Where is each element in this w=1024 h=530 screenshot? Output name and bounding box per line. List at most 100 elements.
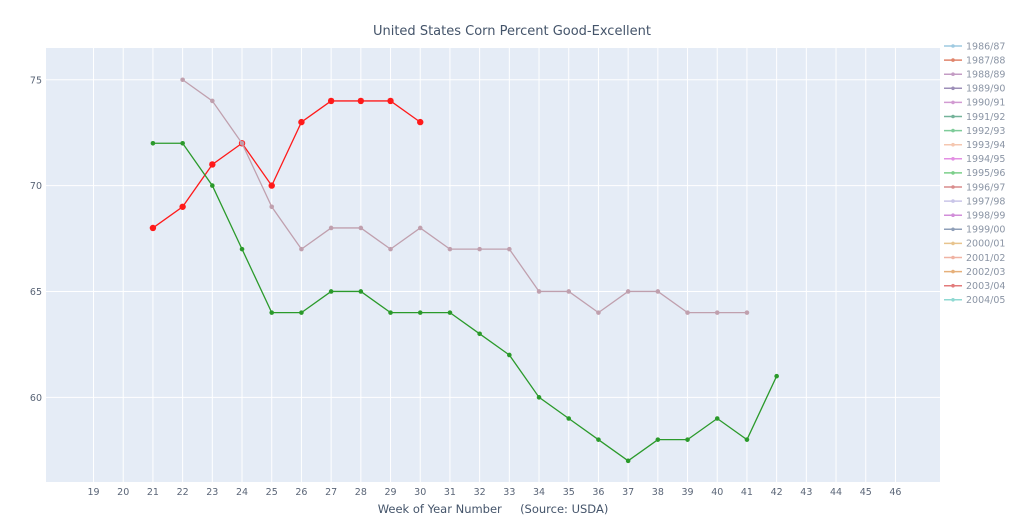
legend-item[interactable]: 2004/05 <box>944 295 1005 306</box>
legend-item[interactable]: 1998/99 <box>944 211 1005 222</box>
legend-item[interactable]: 2003/04 <box>944 281 1005 292</box>
x-tick-label: 43 <box>800 487 812 498</box>
legend-label: 2001/02 <box>966 253 1005 264</box>
data-point[interactable] <box>685 437 690 442</box>
data-point[interactable] <box>150 140 156 146</box>
y-tick-label: 65 <box>30 287 42 298</box>
legend-item[interactable]: 2000/01 <box>944 239 1005 250</box>
legend-item[interactable]: 1987/88 <box>944 55 1005 66</box>
data-point[interactable] <box>566 416 572 421</box>
legend-item[interactable]: 1995/96 <box>944 168 1005 179</box>
data-point[interactable] <box>447 246 453 252</box>
data-point[interactable] <box>299 246 304 252</box>
data-point[interactable] <box>596 437 601 442</box>
data-point[interactable] <box>714 416 720 421</box>
data-point[interactable] <box>477 331 482 337</box>
data-point[interactable] <box>268 182 275 189</box>
data-point[interactable] <box>149 224 157 232</box>
data-point[interactable] <box>239 140 245 146</box>
x-tick-label: 35 <box>563 487 575 498</box>
data-point[interactable] <box>774 373 779 379</box>
legend-label: 1986/87 <box>966 41 1005 52</box>
legend-item[interactable]: 1997/98 <box>944 196 1005 207</box>
legend-item[interactable]: 1988/89 <box>944 70 1005 81</box>
legend-item[interactable]: 1991/92 <box>944 112 1005 123</box>
legend-item[interactable]: 2001/02 <box>944 253 1005 264</box>
data-point[interactable] <box>299 310 304 315</box>
data-point[interactable] <box>328 289 334 294</box>
legend-item[interactable]: 1996/97 <box>944 182 1005 193</box>
x-tick-label: 22 <box>177 487 189 498</box>
legend-swatch-marker <box>951 241 955 246</box>
data-point[interactable] <box>417 310 423 315</box>
data-point[interactable] <box>179 203 186 210</box>
x-tick-label: 19 <box>87 487 99 498</box>
data-point[interactable] <box>210 98 215 104</box>
data-point[interactable] <box>744 310 750 315</box>
legend-item[interactable]: 1994/95 <box>944 154 1005 165</box>
data-point[interactable] <box>447 310 453 315</box>
legend-swatch-marker <box>951 213 955 217</box>
legend-swatch-marker <box>951 227 955 232</box>
data-point[interactable] <box>744 437 750 442</box>
data-point[interactable] <box>327 97 335 105</box>
legend-label: 2000/01 <box>966 239 1005 250</box>
legend-item[interactable]: 1989/90 <box>944 84 1005 95</box>
y-tick-label: 70 <box>30 181 42 192</box>
x-tick-label: 20 <box>117 487 129 498</box>
legend-swatch-marker <box>951 255 955 260</box>
x-tick-label: 30 <box>414 487 426 498</box>
legend-item[interactable]: 1986/87 <box>944 41 1005 52</box>
data-point[interactable] <box>180 140 185 146</box>
legend-item[interactable]: 1990/91 <box>944 98 1005 109</box>
data-point[interactable] <box>536 289 542 294</box>
legend-label: 1987/88 <box>966 55 1005 66</box>
data-point[interactable] <box>507 246 512 252</box>
data-point[interactable] <box>388 310 393 315</box>
data-point[interactable] <box>536 395 542 400</box>
x-tick-label: 34 <box>533 487 545 498</box>
data-point[interactable] <box>685 310 690 315</box>
x-tick-label: 28 <box>355 487 367 498</box>
chart-title: United States Corn Percent Good-Excellen… <box>373 24 651 39</box>
legend-item[interactable]: 1993/94 <box>944 140 1005 151</box>
data-point[interactable] <box>209 161 216 168</box>
data-point[interactable] <box>239 246 245 252</box>
legend: 1986/87 1987/88 1988/89 1989/90 1990/91 1991/… <box>944 41 1005 306</box>
data-point[interactable] <box>507 352 512 358</box>
data-point[interactable] <box>210 183 215 188</box>
legend-item[interactable]: 2002/03 <box>944 267 1005 278</box>
series-2 <box>150 140 779 464</box>
data-point[interactable] <box>387 97 394 105</box>
legend-label: 1993/94 <box>966 140 1005 151</box>
data-point[interactable] <box>655 437 661 442</box>
data-point[interactable] <box>655 289 661 294</box>
data-point[interactable] <box>357 97 365 105</box>
data-point[interactable] <box>417 118 424 126</box>
data-point[interactable] <box>596 310 601 315</box>
data-point[interactable] <box>625 289 631 294</box>
x-tick-label: 26 <box>295 487 307 498</box>
legend-label: 1996/97 <box>966 182 1005 193</box>
data-point[interactable] <box>477 246 482 252</box>
data-point[interactable] <box>625 458 631 464</box>
data-point[interactable] <box>269 310 275 315</box>
data-point[interactable] <box>388 246 393 252</box>
data-point[interactable] <box>714 310 720 315</box>
data-point[interactable] <box>328 225 334 231</box>
data-point[interactable] <box>417 225 423 231</box>
data-point[interactable] <box>566 289 572 294</box>
data-point[interactable] <box>358 225 364 231</box>
data-point[interactable] <box>358 289 364 294</box>
legend-item[interactable]: 1992/93 <box>944 126 1005 137</box>
data-point[interactable] <box>180 77 185 83</box>
x-tick-label: 21 <box>147 487 159 498</box>
legend-label: 2004/05 <box>966 295 1005 306</box>
legend-label: 1991/92 <box>966 112 1005 123</box>
x-tick-label: 37 <box>622 487 634 498</box>
x-tick-label: 27 <box>325 487 337 498</box>
legend-item[interactable]: 1999/00 <box>944 225 1005 236</box>
data-point[interactable] <box>298 118 305 126</box>
data-point[interactable] <box>269 204 275 210</box>
